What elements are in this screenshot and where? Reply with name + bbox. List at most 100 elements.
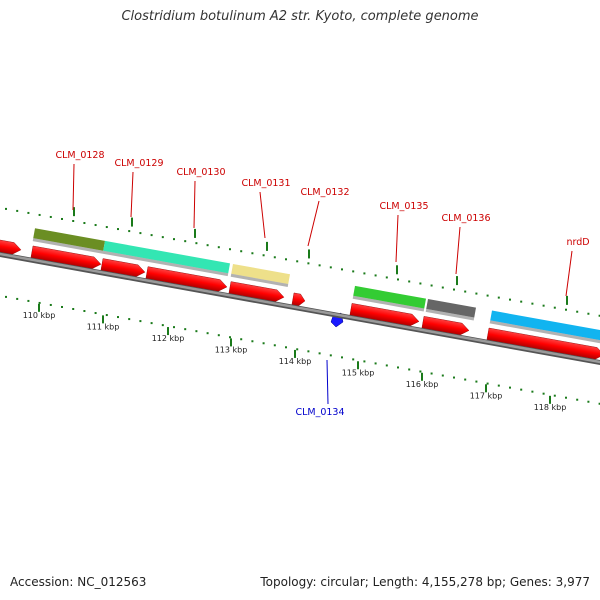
cds-track <box>0 238 600 360</box>
tick-dot-lower <box>173 326 175 329</box>
tick-dot-lower <box>385 364 388 367</box>
tick-dot-upper <box>385 276 388 279</box>
gene-bar-shadow <box>489 320 600 344</box>
tick-dot-lower <box>374 362 377 365</box>
tick-dot-lower <box>72 307 75 310</box>
scale-label: 110 kbp <box>23 311 56 320</box>
tick-dot-upper <box>419 282 422 285</box>
backbone-highlight <box>0 252 600 364</box>
tick-major-lower <box>549 395 551 404</box>
cds-arrow-shape <box>421 316 470 336</box>
gene-track <box>32 228 600 344</box>
tick-dot-upper <box>206 244 209 247</box>
tick-dot-lower <box>296 348 299 351</box>
tick-dot-upper <box>262 254 265 257</box>
tick-dot-lower <box>262 342 265 345</box>
tick-major-lower <box>294 349 296 358</box>
tick-dot-lower <box>542 392 545 395</box>
tick-dot-upper <box>27 211 30 214</box>
tick-dot-lower <box>105 314 108 317</box>
cds-arrow <box>486 327 600 360</box>
feature-label: CLM_0128 <box>55 150 104 161</box>
tick-major-upper <box>456 276 458 286</box>
tick-dot-upper <box>542 304 545 307</box>
tick-dot-upper <box>105 226 108 229</box>
scale-label: 115 kbp <box>342 368 375 377</box>
feature-label: CLM_0132 <box>300 187 349 198</box>
gene-bar-shadow <box>352 295 425 312</box>
tick-dot-upper <box>408 280 411 283</box>
tick-dot-lower <box>217 334 220 337</box>
tick-dot-lower <box>453 376 455 379</box>
tick-dot-lower <box>27 299 30 302</box>
tick-dot-upper <box>161 236 164 239</box>
tick-dot-lower <box>240 338 243 341</box>
scale-label: 116 kbp <box>406 380 439 389</box>
tick-major-upper <box>73 207 75 217</box>
tick-dot-lower <box>441 374 444 377</box>
gene-bar-fill <box>231 263 291 285</box>
tick-dot-lower <box>161 324 164 327</box>
tick-dot-lower <box>408 368 411 371</box>
tick-dot-upper <box>318 264 321 267</box>
tick-dot-upper <box>217 246 220 249</box>
cds-arrow <box>349 303 420 327</box>
map-title: Clostridium botulinum A2 str. Kyoto, com… <box>121 9 479 24</box>
tick-dot-upper <box>497 296 500 299</box>
scale-label: 118 kbp <box>534 403 567 412</box>
leader-line <box>326 359 329 405</box>
tick-dot-upper <box>273 256 276 259</box>
tick-dot-upper <box>72 219 75 222</box>
cds-arrow-shape <box>30 245 102 269</box>
feature-label: CLM_0134 <box>295 407 344 418</box>
gene-bar <box>102 240 231 277</box>
tick-dot-upper <box>195 242 198 245</box>
feature-label: CLM_0131 <box>241 178 290 189</box>
cds-arrow <box>228 281 285 302</box>
gene-bar-shadow <box>102 250 229 277</box>
tick-dot-lower <box>352 358 355 361</box>
leader-line <box>395 214 399 263</box>
tick-dot-upper <box>531 302 534 305</box>
gene-bar-fill <box>426 299 477 318</box>
tick-dot-lower <box>94 312 97 315</box>
cds-arrow <box>421 316 470 336</box>
tick-major-lower <box>485 384 487 393</box>
tick-dot-upper <box>341 268 343 271</box>
cds-arrow-shape <box>349 303 420 327</box>
tick-dot-upper <box>520 300 523 303</box>
tick-dot-upper <box>117 228 119 231</box>
leader-line <box>259 191 266 239</box>
tick-dot-upper <box>49 215 52 218</box>
tick-dot-lower <box>318 352 321 355</box>
tick-dot-lower <box>49 303 52 306</box>
tick-dot-lower <box>195 330 198 333</box>
tick-dot-upper <box>139 232 142 235</box>
tick-dot-upper <box>374 274 377 277</box>
tick-dot-upper <box>464 290 467 293</box>
tick-major-lower <box>230 338 232 347</box>
genome-summary: Topology: circular; Length: 4,155,278 bp… <box>260 575 590 589</box>
tick-dot-lower <box>128 318 131 321</box>
tick-dot-lower <box>83 310 86 313</box>
leader-line <box>565 250 573 297</box>
feature-label: CLM_0129 <box>114 158 163 169</box>
gene-bar-fill <box>33 228 106 251</box>
tick-major-upper <box>266 241 268 251</box>
tick-dot-upper <box>5 207 7 210</box>
tick-dot-lower <box>520 388 523 391</box>
accession-text: Accession: NC_012563 <box>10 575 147 589</box>
tick-dot-lower <box>251 340 254 343</box>
cds-arrow <box>0 238 22 255</box>
tick-dot-lower <box>509 386 511 389</box>
tick-dot-lower <box>61 305 63 308</box>
gene-bar <box>425 299 477 321</box>
tick-dot-upper <box>430 284 433 287</box>
gene-bar-fill <box>103 240 231 274</box>
tick-major-lower <box>102 315 104 324</box>
tick-dot-lower <box>565 396 567 399</box>
tick-dot-upper <box>475 292 478 295</box>
tick-dot-lower <box>16 297 19 300</box>
tick-dot-lower <box>139 320 142 323</box>
tick-dot-upper <box>285 258 287 261</box>
